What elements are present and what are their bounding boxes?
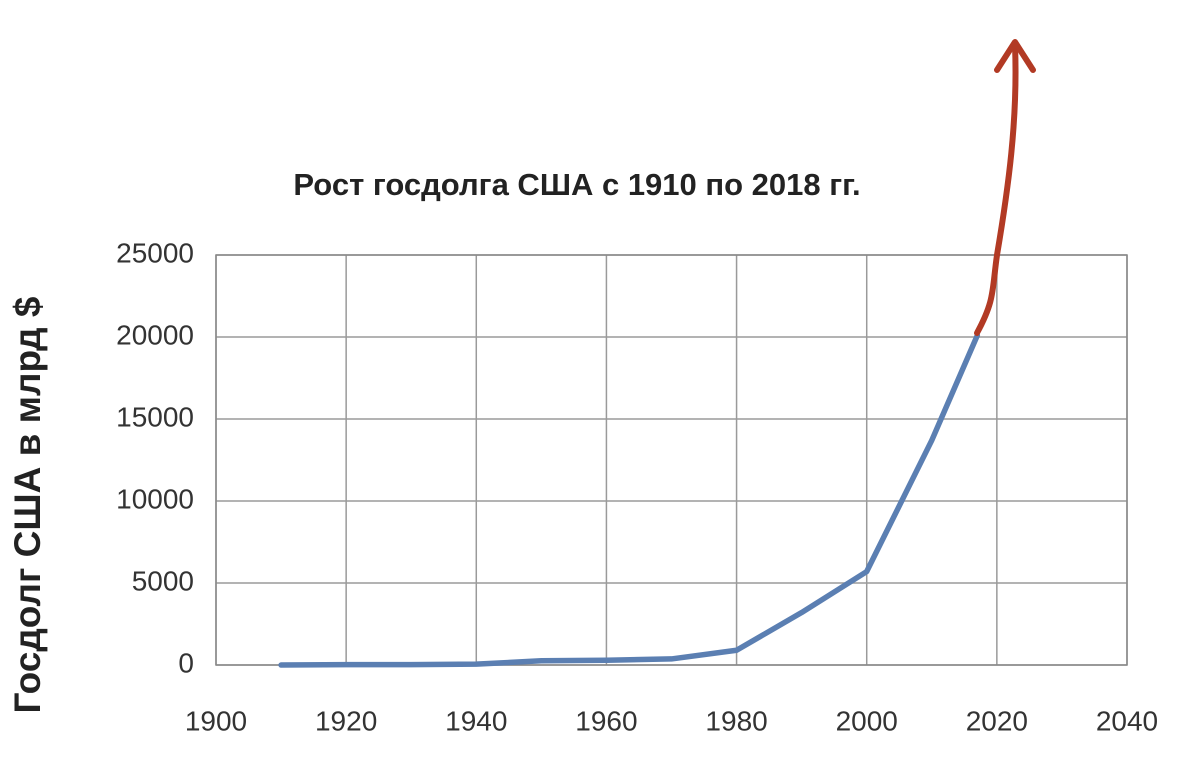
plot-area: 0 5000 10000 15000 20000 25000 1900 1920 1940 196…	[116, 237, 1158, 736]
y-tick-label: 10000	[116, 483, 194, 514]
x-tick-label: 1960	[575, 705, 637, 736]
trend-arrow	[974, 42, 1019, 336]
y-axis-label: Госдолг США в млрд $	[7, 296, 48, 713]
y-tick-label: 20000	[116, 319, 194, 350]
x-tick-label: 1900	[185, 705, 247, 736]
x-tick-label: 1920	[315, 705, 377, 736]
x-tick-label: 1940	[445, 705, 507, 736]
x-tick-label: 1980	[705, 705, 767, 736]
data-line	[278, 332, 981, 668]
y-tick-label: 5000	[132, 565, 194, 596]
arrow-head	[994, 39, 1036, 73]
plot-border	[215, 254, 1128, 666]
y-tick-label: 0	[178, 647, 194, 678]
chart-title: Рост госдолга США с 1910 по 2018 гг.	[293, 167, 860, 202]
x-tick-label: 2000	[836, 705, 898, 736]
y-tick-label: 25000	[116, 237, 194, 268]
x-tick-label: 2040	[1096, 705, 1158, 736]
x-tick-label: 2020	[966, 705, 1028, 736]
y-tick-label: 15000	[116, 401, 194, 432]
